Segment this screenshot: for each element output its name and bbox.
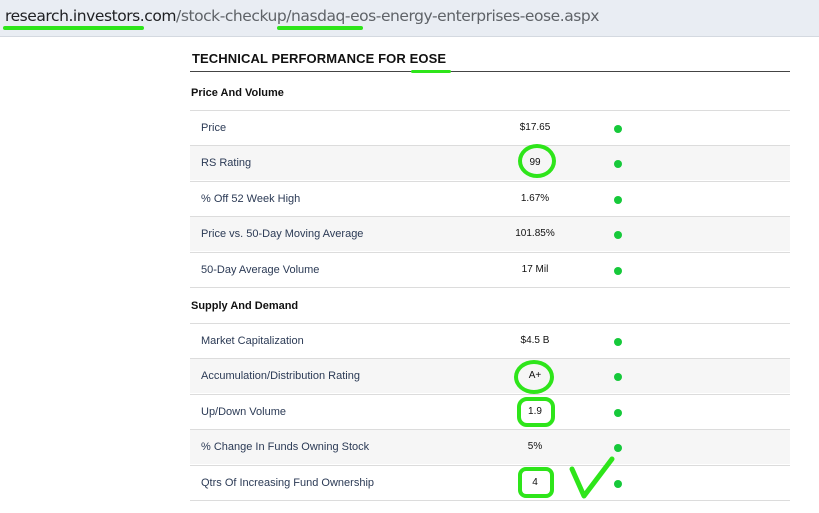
status-green-dot-icon bbox=[614, 338, 622, 346]
url-domain-underline-annotation bbox=[3, 26, 144, 30]
checkmark-icon bbox=[569, 456, 615, 499]
section-heading-supply-and-demand: Supply And Demand bbox=[191, 300, 299, 312]
url-path-highlight: eos-energy bbox=[350, 7, 432, 25]
url-path-end: -enterprises-eose.aspx bbox=[432, 7, 599, 25]
status-green-dot-icon bbox=[614, 231, 622, 239]
row-value: 1.67% bbox=[520, 193, 550, 204]
table-row: Price vs. 50-Day Moving Average 101.85% bbox=[190, 216, 790, 251]
row-label: % Off 52 Week High bbox=[201, 193, 301, 205]
row-label: Accumulation/Distribution Rating bbox=[201, 370, 360, 382]
ticker-underline-annotation bbox=[411, 70, 451, 73]
row-value: 1.9 bbox=[528, 406, 542, 417]
table-row: RS Rating 99 bbox=[190, 145, 790, 180]
url-highlight-underline-annotation bbox=[277, 26, 363, 30]
status-green-dot-icon bbox=[614, 196, 622, 204]
row-value: 101.85% bbox=[515, 228, 555, 239]
rs-rating-circle-annotation bbox=[518, 144, 556, 178]
row-label: Qtrs Of Increasing Fund Ownership bbox=[201, 477, 375, 489]
section-heading-price-and-volume: Price And Volume bbox=[191, 87, 284, 99]
table-row: Market Capitalization $4.5 B bbox=[190, 323, 790, 358]
row-value: 5% bbox=[527, 441, 543, 452]
accumulation-rating-circle-annotation bbox=[514, 360, 554, 394]
row-label: Price bbox=[201, 122, 227, 134]
status-green-dot-icon bbox=[614, 480, 622, 488]
row-value: 4 bbox=[532, 477, 538, 488]
status-green-dot-icon bbox=[614, 373, 622, 381]
row-label: 50-Day Average Volume bbox=[201, 264, 320, 276]
table-row: 50-Day Average Volume 17 Mil bbox=[190, 252, 790, 287]
table-row: % Change In Funds Owning Stock 5% bbox=[190, 429, 790, 464]
section-divider bbox=[190, 500, 790, 501]
panel-title-ticker: EOSE bbox=[409, 51, 447, 66]
table-row: % Off 52 Week High 1.67% bbox=[190, 181, 790, 216]
section-divider bbox=[190, 287, 790, 288]
up-down-volume-box-annotation bbox=[517, 397, 555, 427]
status-green-dot-icon bbox=[614, 160, 622, 168]
table-row: Up/Down Volume 1.9 bbox=[190, 394, 790, 429]
row-value: $4.5 B bbox=[520, 335, 550, 346]
row-label: % Change In Funds Owning Stock bbox=[201, 441, 370, 453]
panel-title-prefix: TECHNICAL PERFORMANCE FOR bbox=[192, 51, 410, 66]
status-green-dot-icon bbox=[614, 267, 622, 275]
fund-ownership-box-annotation bbox=[518, 467, 554, 498]
status-green-dot-icon bbox=[614, 125, 622, 133]
url-path-start: /stock-checkup/nasdaq- bbox=[176, 7, 351, 25]
row-label: Price vs. 50-Day Moving Average bbox=[201, 228, 364, 240]
url-text[interactable]: research.investors.com/stock-checkup/nas… bbox=[5, 7, 599, 25]
table-row: Accumulation/Distribution Rating A+ bbox=[190, 358, 790, 393]
url-domain: research.investors.com bbox=[5, 7, 177, 25]
table-row: Price $17.65 bbox=[190, 110, 790, 145]
title-divider bbox=[190, 71, 790, 72]
row-label: Up/Down Volume bbox=[201, 406, 286, 418]
row-value: 17 Mil bbox=[521, 264, 549, 275]
panel-title: TECHNICAL PERFORMANCE FOR EOSE bbox=[192, 51, 446, 66]
row-label: RS Rating bbox=[201, 157, 252, 169]
row-label: Market Capitalization bbox=[201, 335, 304, 347]
status-green-dot-icon bbox=[614, 444, 622, 452]
status-green-dot-icon bbox=[614, 409, 622, 417]
browser-address-bar[interactable]: research.investors.com/stock-checkup/nas… bbox=[0, 0, 819, 37]
table-row: Qtrs Of Increasing Fund Ownership 4 bbox=[190, 465, 790, 500]
row-value: $17.65 bbox=[519, 122, 551, 133]
